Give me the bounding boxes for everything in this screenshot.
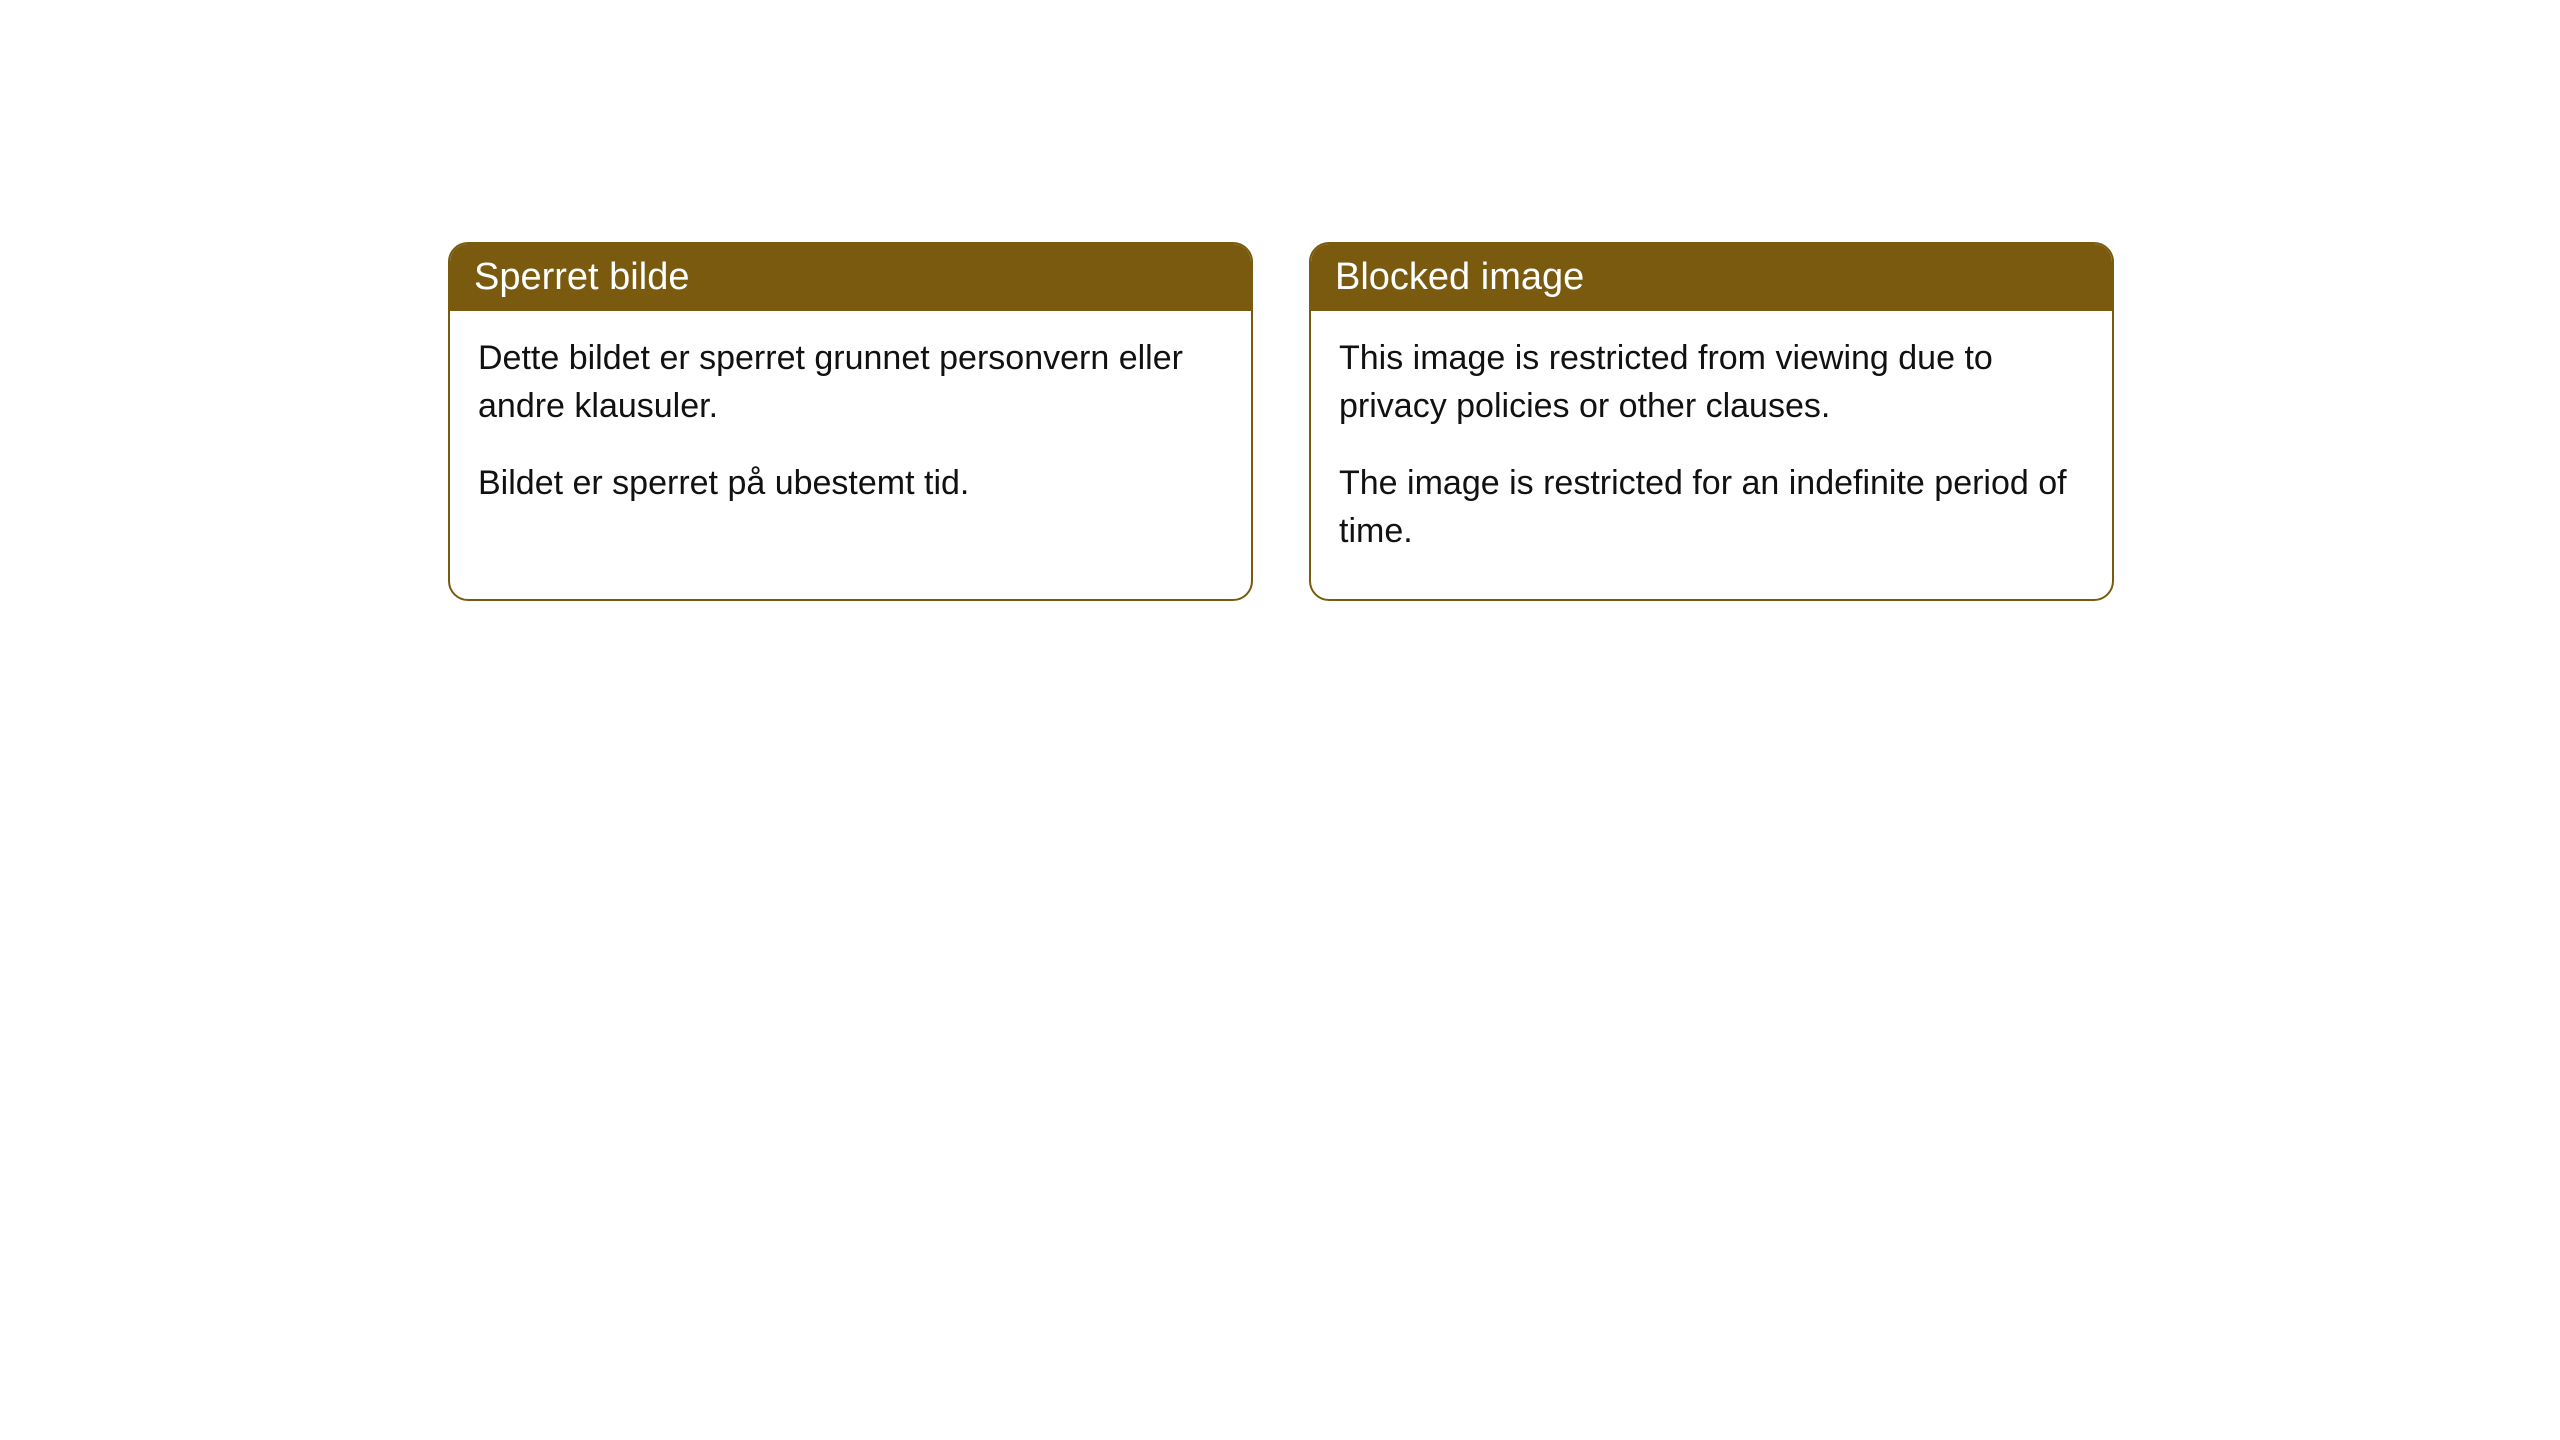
- cards-container: Sperret bilde Dette bildet er sperret gr…: [448, 242, 2114, 601]
- card-body: Dette bildet er sperret grunnet personve…: [450, 311, 1251, 552]
- card-body: This image is restricted from viewing du…: [1311, 311, 2112, 599]
- card-paragraph: Bildet er sperret på ubestemt tid.: [478, 460, 1223, 508]
- card-title: Sperret bilde: [450, 244, 1251, 311]
- card-paragraph: This image is restricted from viewing du…: [1339, 335, 2084, 430]
- blocked-image-card-english: Blocked image This image is restricted f…: [1309, 242, 2114, 601]
- blocked-image-card-norwegian: Sperret bilde Dette bildet er sperret gr…: [448, 242, 1253, 601]
- card-paragraph: The image is restricted for an indefinit…: [1339, 460, 2084, 555]
- card-title: Blocked image: [1311, 244, 2112, 311]
- card-paragraph: Dette bildet er sperret grunnet personve…: [478, 335, 1223, 430]
